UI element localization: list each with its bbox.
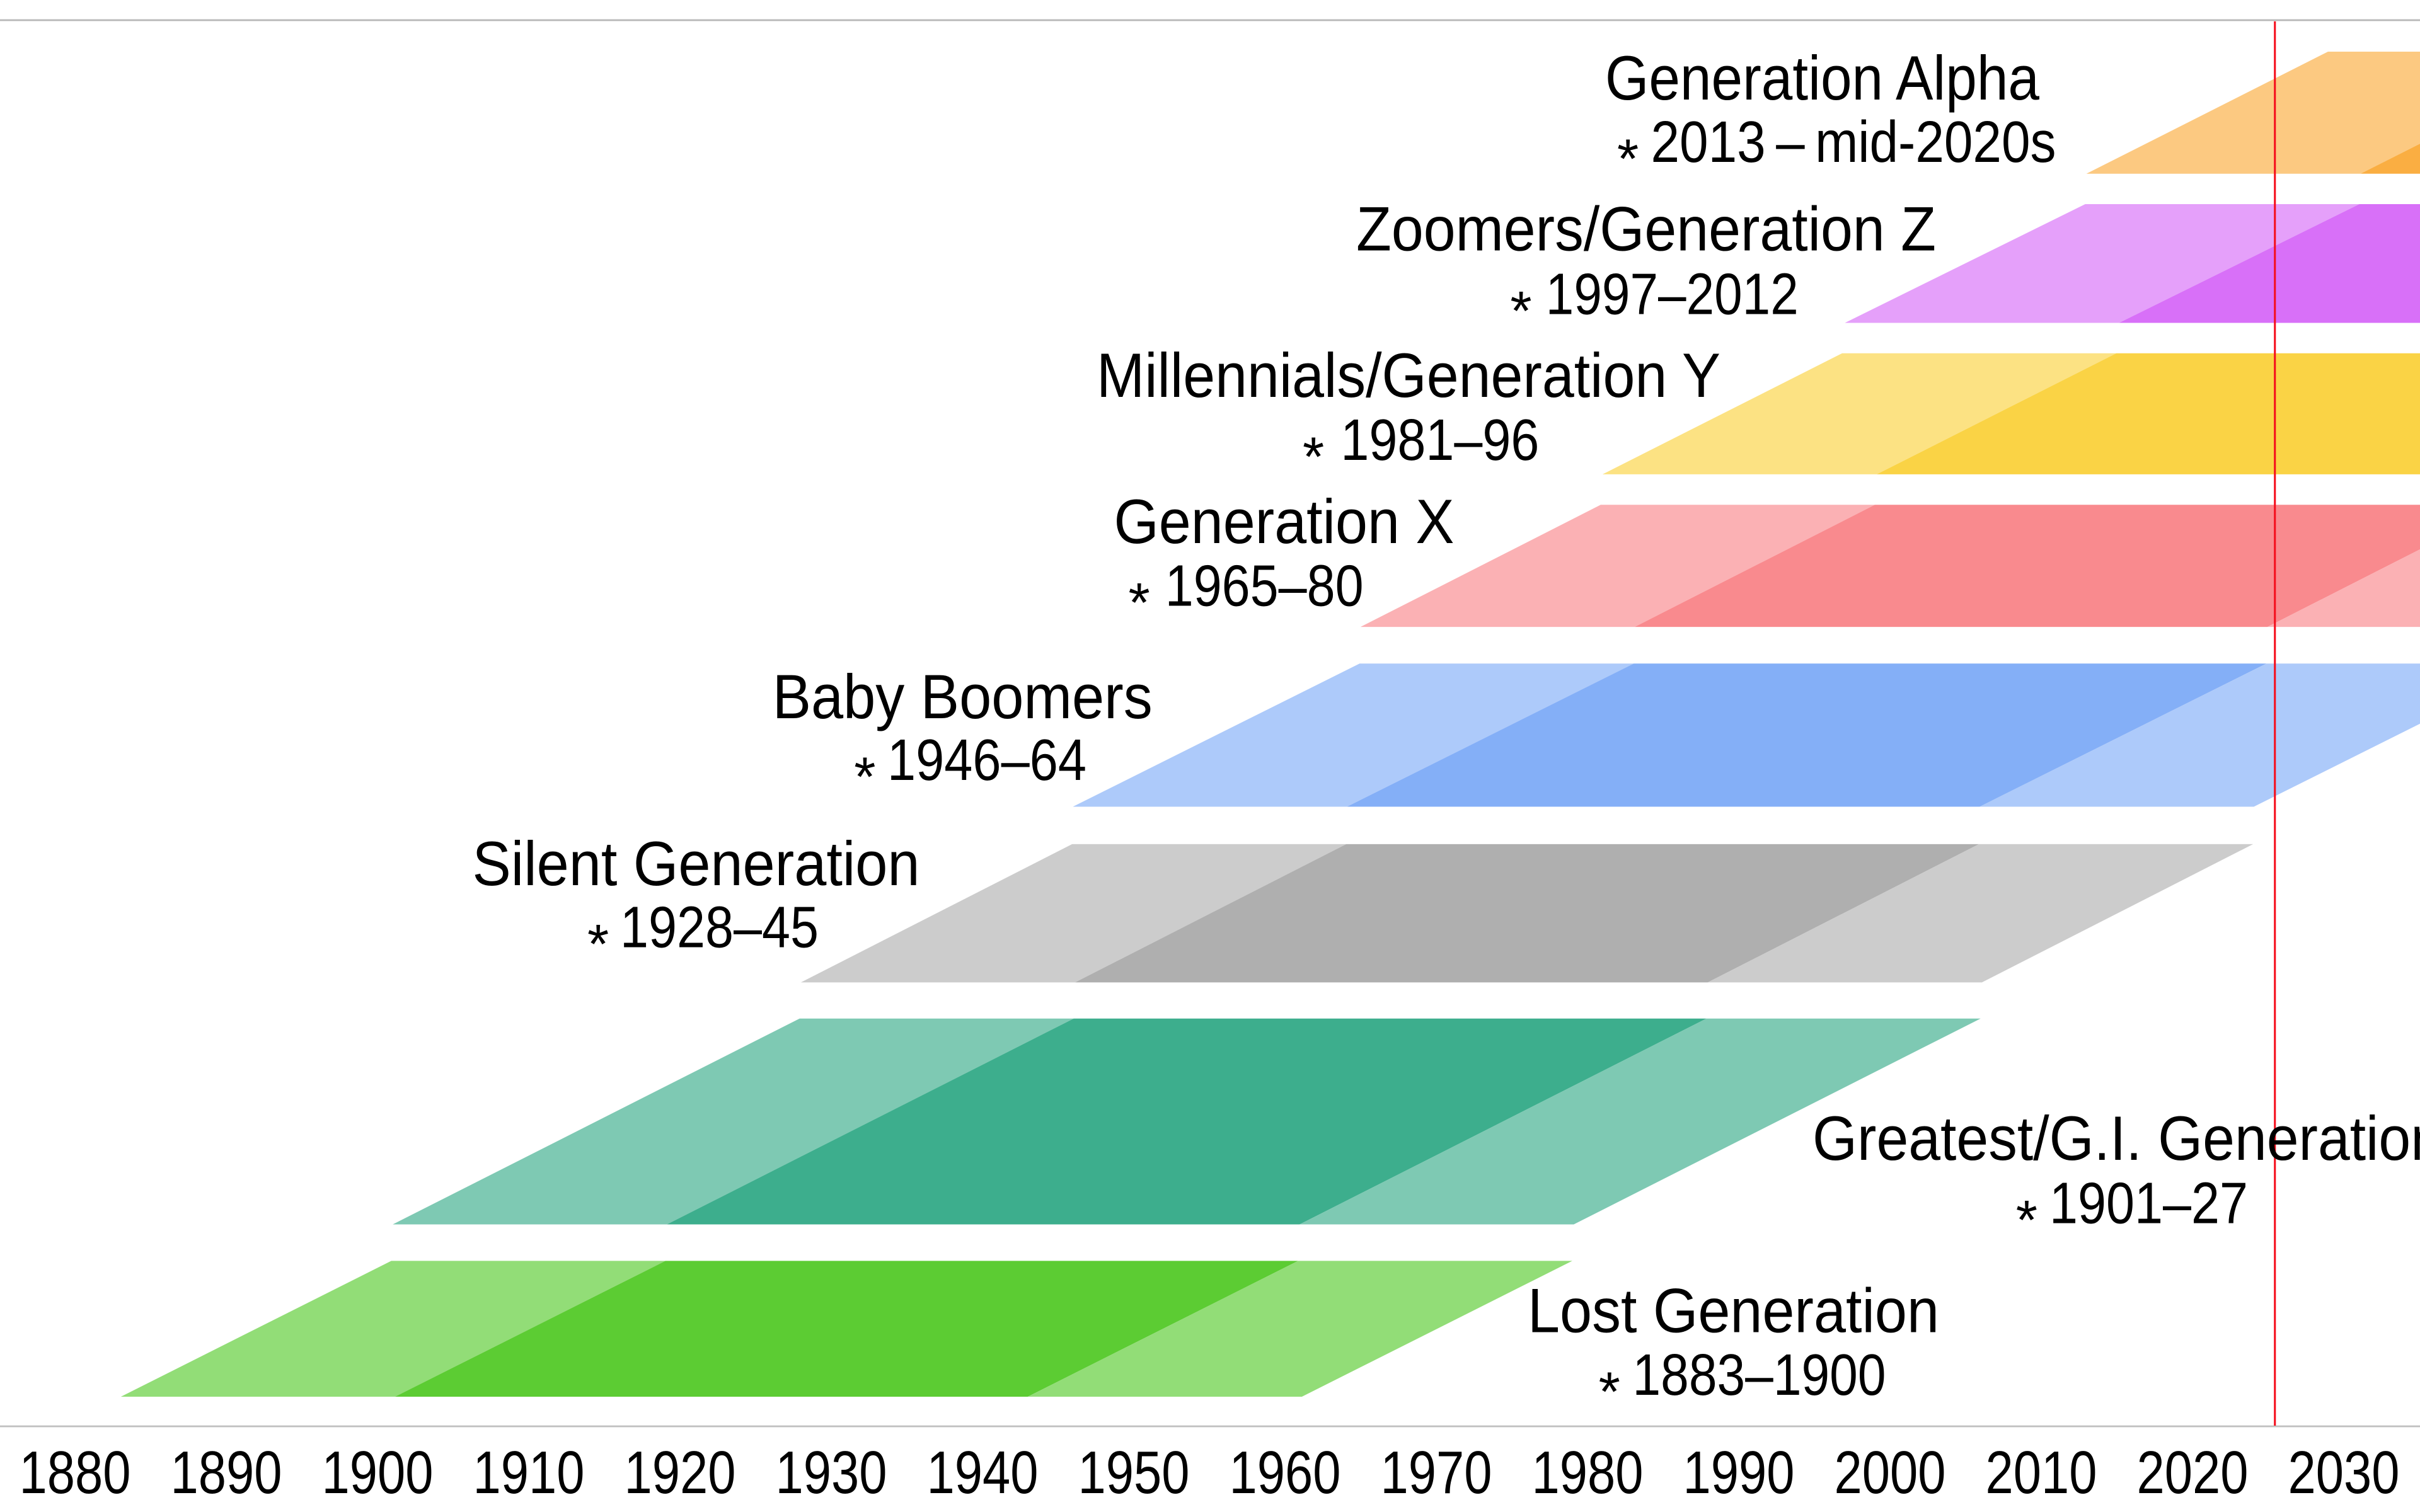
svg-text:1960: 1960 (1230, 1439, 1341, 1506)
svg-text:Zoomers/Generation Z: Zoomers/Generation Z (1356, 194, 1936, 264)
svg-text:*: * (1129, 571, 1150, 633)
svg-text:*: * (1617, 127, 1639, 190)
svg-text:1970: 1970 (1381, 1439, 1492, 1506)
svg-text:1890: 1890 (171, 1439, 282, 1506)
svg-text:Millennials/Generation Y: Millennials/Generation Y (1097, 340, 1720, 410)
svg-text:1990: 1990 (1683, 1439, 1795, 1506)
svg-text:1901–27: 1901–27 (2049, 1170, 2248, 1235)
svg-text:2013 – mid-2020s: 2013 – mid-2020s (1651, 109, 2056, 175)
svg-text:1940: 1940 (927, 1439, 1039, 1506)
svg-text:*: * (2016, 1188, 2037, 1251)
svg-text:1965–80: 1965–80 (1165, 553, 1364, 618)
svg-text:1930: 1930 (776, 1439, 887, 1506)
svg-text:1950: 1950 (1078, 1439, 1190, 1506)
svg-text:2000: 2000 (1835, 1439, 1946, 1506)
svg-text:Generation Alpha: Generation Alpha (1605, 43, 2040, 113)
svg-text:Greatest/G.I. Generation: Greatest/G.I. Generation (1812, 1103, 2420, 1173)
svg-text:1920: 1920 (625, 1439, 736, 1506)
svg-text:*: * (1599, 1360, 1620, 1423)
svg-text:1980: 1980 (1532, 1439, 1644, 1506)
svg-text:*: * (1510, 280, 1531, 342)
svg-text:Baby Boomers: Baby Boomers (773, 662, 1153, 731)
svg-text:1981–96: 1981–96 (1340, 407, 1539, 472)
svg-text:Lost Generation: Lost Generation (1528, 1276, 1939, 1346)
svg-text:1997–2012: 1997–2012 (1546, 261, 1799, 327)
svg-text:1910: 1910 (473, 1439, 585, 1506)
svg-text:1880: 1880 (20, 1439, 131, 1506)
svg-text:1883–1900: 1883–1900 (1633, 1342, 1886, 1407)
svg-text:1900: 1900 (322, 1439, 434, 1506)
svg-text:Silent Generation: Silent Generation (473, 828, 920, 898)
svg-text:Generation X: Generation X (1114, 486, 1455, 556)
svg-text:2020: 2020 (2137, 1439, 2249, 1506)
svg-text:2030: 2030 (2288, 1439, 2400, 1506)
svg-text:2010: 2010 (1986, 1439, 2097, 1506)
svg-text:1946–64: 1946–64 (887, 727, 1086, 793)
svg-text:*: * (587, 912, 609, 975)
svg-text:1928–45: 1928–45 (620, 894, 819, 959)
svg-text:*: * (854, 745, 875, 808)
svg-text:*: * (1303, 425, 1324, 488)
